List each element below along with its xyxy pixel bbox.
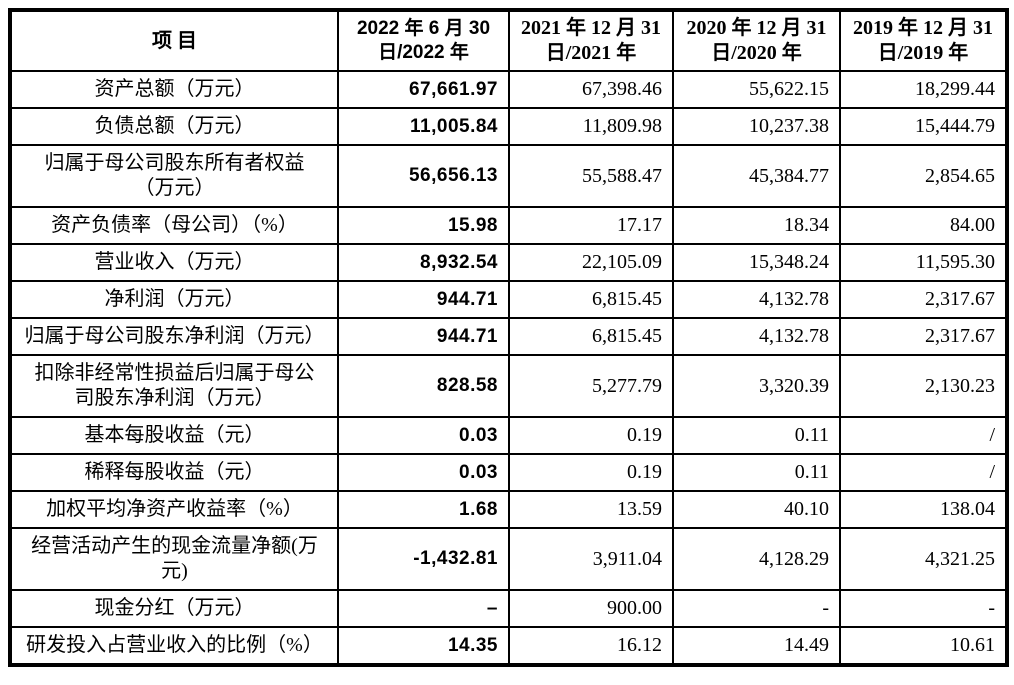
cell-value: 10.61: [839, 626, 1008, 666]
cell-value: 4,128.29: [672, 527, 841, 591]
cell-value: 8,932.54: [337, 243, 510, 282]
row-label: 现金分红（万元）: [9, 589, 339, 628]
table-row: 扣除非经常性损益后归属于母公 司股东净利润（万元） 828.58 5,277.79 3…: [9, 354, 1008, 418]
row-label: 研发投入占营业收入的比例（%）: [9, 626, 339, 666]
cell-value: 0.19: [508, 453, 674, 492]
cell-value: 138.04: [839, 490, 1008, 529]
cell-value: 13.59: [508, 490, 674, 529]
table-row: 负债总额（万元） 11,005.84 11,809.98 10,237.38 15,44…: [9, 107, 1008, 146]
cell-value: 14.49: [672, 626, 841, 666]
cell-value: 22,105.09: [508, 243, 674, 282]
cell-value: 0.19: [508, 416, 674, 455]
cell-value: 17.17: [508, 206, 674, 245]
cell-value: 56,656.13: [337, 144, 510, 208]
row-label: 归属于母公司股东净利润（万元）: [9, 317, 339, 356]
cell-value: /: [839, 453, 1008, 492]
cell-value: 0.03: [337, 453, 510, 492]
table-row: 归属于母公司股东净利润（万元） 944.71 6,815.45 4,132.78 2,3…: [9, 317, 1008, 356]
row-label: 稀释每股收益（元）: [9, 453, 339, 492]
cell-value: 0.03: [337, 416, 510, 455]
table-row: 经营活动产生的现金流量净额(万 元) -1,432.81 3,911.04 4,128…: [9, 527, 1008, 591]
cell-value: 0.11: [672, 453, 841, 492]
col-header-item: 项 目: [9, 9, 339, 72]
table-row: 基本每股收益（元） 0.03 0.19 0.11/: [9, 416, 1008, 455]
row-label: 资产负债率（母公司）（%）: [9, 206, 339, 245]
cell-value: 0.11: [672, 416, 841, 455]
table-body: 资产总额（万元） 67,661.97 67,398.46 55,622.15 18,29…: [9, 70, 1008, 666]
col-header-2019: 2019 年 12 月 31 日/2019 年: [839, 9, 1008, 72]
cell-value: 3,320.39: [672, 354, 841, 418]
cell-value: 11,809.98: [508, 107, 674, 146]
row-label: 加权平均净资产收益率（%）: [9, 490, 339, 529]
cell-value: 11,005.84: [337, 107, 510, 146]
row-label: 归属于母公司股东所有者权益 （万元）: [9, 144, 339, 208]
row-label: 净利润（万元）: [9, 280, 339, 319]
cell-value: 15,444.79: [839, 107, 1008, 146]
cell-value: 84.00: [839, 206, 1008, 245]
row-label: 资产总额（万元）: [9, 70, 339, 109]
cell-value: 2,317.67: [839, 317, 1008, 356]
cell-value: 900.00: [508, 589, 674, 628]
table-row: 资产负债率（母公司）（%） 15.98 17.17 18.34 84.00: [9, 206, 1008, 245]
row-label: 扣除非经常性损益后归属于母公 司股东净利润（万元）: [9, 354, 339, 418]
cell-value: 4,321.25: [839, 527, 1008, 591]
table-row: 稀释每股收益（元） 0.03 0.19 0.11/: [9, 453, 1008, 492]
cell-value: 2,317.67: [839, 280, 1008, 319]
cell-value: 5,277.79: [508, 354, 674, 418]
cell-value: 14.35: [337, 626, 510, 666]
financial-summary-table: 项 目 2022 年 6 月 30 日/2022 年 2021 年 12 月 3…: [8, 8, 1009, 667]
row-label: 基本每股收益（元）: [9, 416, 339, 455]
cell-value: 11,595.30: [839, 243, 1008, 282]
cell-value: 15,348.24: [672, 243, 841, 282]
cell-value: 2,130.23: [839, 354, 1008, 418]
table-row: 归属于母公司股东所有者权益 （万元） 56,656.13 55,588.47 45,3…: [9, 144, 1008, 208]
cell-value: 67,398.46: [508, 70, 674, 109]
cell-value: 15.98: [337, 206, 510, 245]
financial-summary-table-container: 项 目 2022 年 6 月 30 日/2022 年 2021 年 12 月 3…: [8, 8, 1009, 667]
table-row: 营业收入（万元） 8,932.54 22,105.09 15,348.24 11,595…: [9, 243, 1008, 282]
table-row: 加权平均净资产收益率（%） 1.68 13.59 40.10 138.04: [9, 490, 1008, 529]
cell-value: 828.58: [337, 354, 510, 418]
table-row: 净利润（万元） 944.71 6,815.45 4,132.78 2,317.67: [9, 280, 1008, 319]
cell-value: 3,911.04: [508, 527, 674, 591]
cell-value: 45,384.77: [672, 144, 841, 208]
cell-value: 944.71: [337, 317, 510, 356]
cell-value: 18,299.44: [839, 70, 1008, 109]
cell-value: 55,622.15: [672, 70, 841, 109]
cell-value: 10,237.38: [672, 107, 841, 146]
cell-value: –: [337, 589, 510, 628]
col-header-2020: 2020 年 12 月 31 日/2020 年: [672, 9, 841, 72]
col-header-2022: 2022 年 6 月 30 日/2022 年: [337, 9, 510, 72]
cell-value: 6,815.45: [508, 280, 674, 319]
table-row: 资产总额（万元） 67,661.97 67,398.46 55,622.15 18,29…: [9, 70, 1008, 109]
cell-value: 67,661.97: [337, 70, 510, 109]
table-row: 研发投入占营业收入的比例（%） 14.35 16.12 14.49 10.61: [9, 626, 1008, 666]
row-label: 营业收入（万元）: [9, 243, 339, 282]
cell-value: 4,132.78: [672, 317, 841, 356]
cell-value: -: [672, 589, 841, 628]
cell-value: 2,854.65: [839, 144, 1008, 208]
header-row: 项 目 2022 年 6 月 30 日/2022 年 2021 年 12 月 3…: [9, 9, 1008, 72]
row-label: 负债总额（万元）: [9, 107, 339, 146]
table-row: 现金分红（万元） –900.00- -: [9, 589, 1008, 628]
cell-value: /: [839, 416, 1008, 455]
cell-value: 40.10: [672, 490, 841, 529]
cell-value: 944.71: [337, 280, 510, 319]
cell-value: 6,815.45: [508, 317, 674, 356]
cell-value: 16.12: [508, 626, 674, 666]
cell-value: 55,588.47: [508, 144, 674, 208]
cell-value: 1.68: [337, 490, 510, 529]
col-header-2021: 2021 年 12 月 31 日/2021 年: [508, 9, 674, 72]
row-label: 经营活动产生的现金流量净额(万 元): [9, 527, 339, 591]
cell-value: 18.34: [672, 206, 841, 245]
cell-value: -: [839, 589, 1008, 628]
cell-value: 4,132.78: [672, 280, 841, 319]
cell-value: -1,432.81: [337, 527, 510, 591]
